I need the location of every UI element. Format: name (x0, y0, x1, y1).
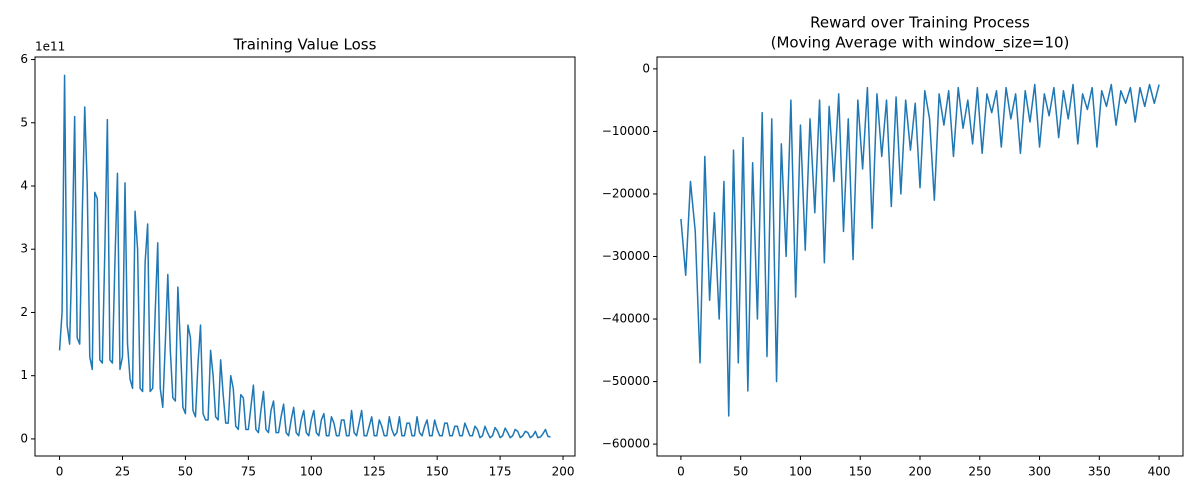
x-tick-label: 350 (1088, 465, 1111, 479)
y-tick-label: 0 (20, 431, 28, 445)
data-line (680, 83, 1160, 417)
y-tick-label: −60000 (602, 437, 650, 451)
x-tick-label: 300 (1028, 465, 1051, 479)
chart-title: (Moving Average with window_size=10) (771, 34, 1070, 53)
x-tick-label: 125 (363, 465, 386, 479)
x-tick-label: 75 (241, 465, 256, 479)
x-tick-label: 150 (849, 465, 872, 479)
y-tick-label: 1 (20, 368, 28, 382)
axes-frame (34, 56, 576, 457)
y-tick-label: 0 (642, 61, 650, 75)
chart-title: Reward over Training Process (810, 14, 1030, 32)
y-tick-label: −40000 (602, 312, 650, 326)
x-tick-label: 200 (909, 465, 932, 479)
x-tick-label: 200 (552, 465, 575, 479)
data-line (58, 74, 551, 439)
y-tick-label: 6 (20, 52, 28, 66)
y-tick-label: 3 (20, 242, 28, 256)
y-tick-label: 4 (20, 178, 28, 192)
x-tick-label: 0 (56, 465, 64, 479)
y-offset-label: 1e11 (35, 40, 65, 54)
y-tick-label: 5 (20, 115, 28, 129)
y-tick-label: −50000 (602, 374, 650, 388)
chart-title: Training Value Loss (233, 36, 377, 54)
x-tick-label: 175 (489, 465, 512, 479)
x-tick-label: 150 (426, 465, 449, 479)
y-tick-label: −30000 (602, 249, 650, 263)
x-tick-label: 400 (1148, 465, 1171, 479)
y-tick-label: 2 (20, 305, 28, 319)
x-tick-label: 0 (677, 465, 685, 479)
x-tick-label: 250 (968, 465, 991, 479)
x-tick-label: 25 (115, 465, 130, 479)
y-tick-label: −20000 (602, 186, 650, 200)
x-tick-label: 100 (789, 465, 812, 479)
x-tick-label: 50 (733, 465, 748, 479)
x-tick-label: 50 (178, 465, 193, 479)
y-tick-label: −10000 (602, 124, 650, 138)
x-tick-label: 100 (300, 465, 323, 479)
